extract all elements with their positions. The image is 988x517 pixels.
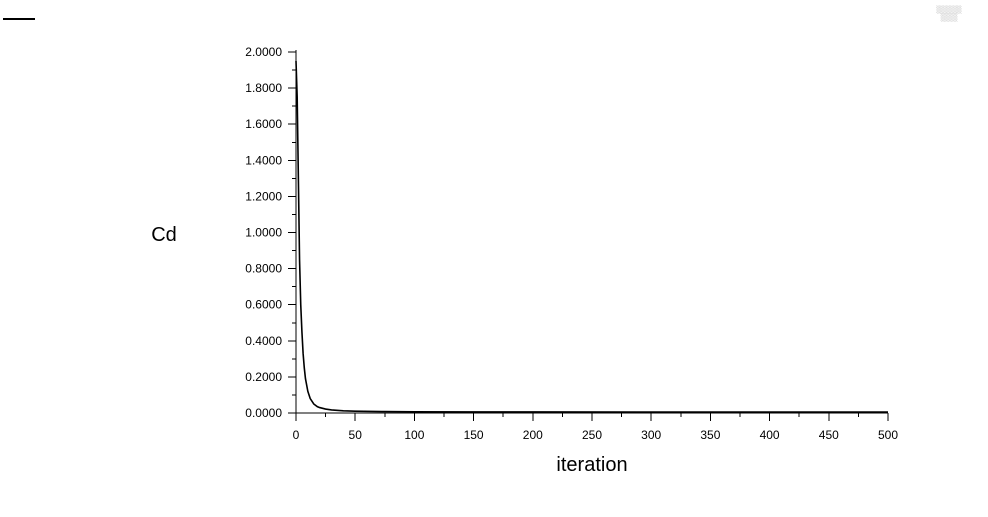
y-tick-label: 0.8000 (245, 262, 282, 276)
x-tick-label: 400 (760, 428, 780, 442)
x-tick-label: 450 (819, 428, 839, 442)
x-tick-label: 300 (641, 428, 661, 442)
y-tick-label: 1.4000 (245, 153, 282, 167)
x-tick-label: 350 (700, 428, 720, 442)
y-tick-label: 0.0000 (245, 406, 282, 420)
y-axis-title: Cd (151, 224, 177, 246)
y-tick-label: 1.8000 (245, 81, 282, 95)
x-tick-label: 500 (878, 428, 898, 442)
y-tick-label: 1.2000 (245, 189, 282, 203)
x-tick-label: 50 (349, 428, 363, 442)
x-tick-label: 200 (523, 428, 543, 442)
x-tick-label: 150 (464, 428, 484, 442)
x-tick-label: 250 (582, 428, 602, 442)
x-tick-label: 100 (404, 428, 424, 442)
y-tick-label: 0.4000 (245, 334, 282, 348)
axes (295, 50, 888, 414)
x-tick-label: 0 (293, 428, 300, 442)
y-tick-label: 2.0000 (245, 45, 282, 59)
y-tick-label: 0.2000 (245, 370, 282, 384)
cd-series-line (295, 61, 888, 413)
y-tick-label: 1.0000 (245, 226, 282, 240)
ticks: 0.0000 0.2000 0.4000 0.6000 0.8000 1.0000 1.20… (245, 45, 898, 442)
y-tick-label: 0.6000 (245, 298, 282, 312)
y-tick-label: 1.6000 (245, 117, 282, 131)
watermark-logo: ▒▒▒▒▒▒ ▒▒▒▒ (936, 6, 962, 22)
legend-line (3, 18, 35, 20)
x-axis-title: iteration (556, 454, 627, 476)
